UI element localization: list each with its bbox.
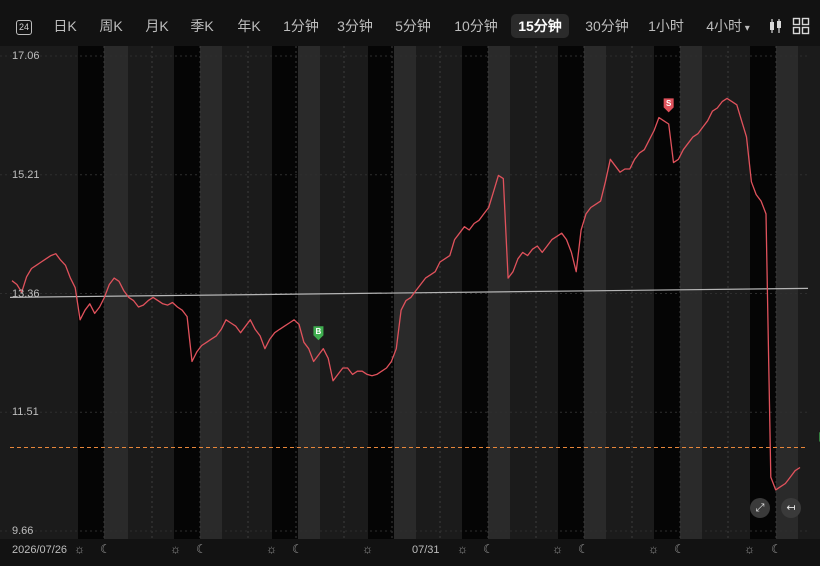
moon-icon: ☾ (292, 542, 303, 556)
timezone-24-icon[interactable]: 24 (16, 20, 32, 35)
sun-icon: ☼ (170, 542, 181, 556)
period-4[interactable]: 年K (237, 18, 261, 34)
period-6[interactable]: 3分钟 (337, 18, 373, 34)
period-12[interactable]: 4小时 ▾ (706, 18, 750, 34)
trade-marker-label: S (666, 99, 672, 108)
period-5[interactable]: 1分钟 (283, 18, 319, 34)
price-series-line (11, 97, 801, 491)
period-1[interactable]: 周K (99, 18, 123, 34)
period-7[interactable]: 5分钟 (395, 18, 431, 34)
sun-icon: ☼ (362, 542, 373, 556)
x-tick-start: 2026/07/26 (12, 544, 68, 556)
moon-icon: ☾ (674, 542, 685, 556)
sun-icon: ☼ (266, 542, 277, 556)
sun-icon: ☼ (648, 542, 659, 556)
period-10[interactable]: 30分钟 (585, 18, 629, 34)
period-9[interactable]: 15分钟 (511, 14, 569, 38)
moon-icon: ☾ (771, 542, 782, 556)
trade-marker-label: B (316, 327, 322, 336)
period-11[interactable]: 1小时 (648, 18, 684, 34)
period-2[interactable]: 月K (145, 18, 169, 34)
moon-icon: ☾ (483, 542, 494, 556)
sun-icon: ☼ (457, 542, 468, 556)
y-tick-label: 13.36 (12, 287, 40, 300)
grid-layout-icon[interactable] (792, 14, 810, 38)
sun-icon: ☼ (552, 542, 563, 556)
scroll-to-latest-icon[interactable]: ↤ (781, 498, 801, 518)
candlestick-icon[interactable] (768, 14, 784, 38)
expand-icon[interactable]: ⤢ (750, 498, 770, 518)
period-toolbar: 24 日K 周K 月K 季K 年K 1分钟 3分钟 5分钟 10分钟 15分钟 30分钟 1小时 4小时… (0, 0, 820, 46)
sun-icon: ☼ (74, 542, 85, 556)
moon-icon: ☾ (196, 542, 207, 556)
y-tick-label: 15.21 (12, 168, 40, 181)
buy-marker: B (313, 326, 324, 341)
period-0[interactable]: 日K (53, 18, 77, 34)
price-chart[interactable]: BSBS (0, 46, 820, 566)
caret-down-icon: ▾ (741, 23, 750, 34)
y-tick-label: 9.66 (12, 525, 34, 537)
sun-icon: ☼ (744, 542, 755, 556)
y-tick-label: 17.06 (12, 50, 40, 62)
y-tick-label: 11.51 (12, 406, 39, 419)
sell-marker: S (663, 98, 674, 113)
session-band-14 (750, 46, 776, 540)
period-8[interactable]: 10分钟 (454, 18, 498, 34)
average-line (9, 287, 809, 298)
x-tick-mid: 07/31 (412, 544, 440, 556)
moon-icon: ☾ (100, 542, 111, 556)
session-band-5 (298, 46, 320, 540)
period-3[interactable]: 季K (190, 18, 214, 34)
session-band-9 (488, 46, 510, 540)
trade-markers: BSBS (313, 98, 820, 442)
moon-icon: ☾ (578, 542, 589, 556)
session-bands (0, 46, 820, 566)
time-axis-strip (0, 539, 820, 566)
